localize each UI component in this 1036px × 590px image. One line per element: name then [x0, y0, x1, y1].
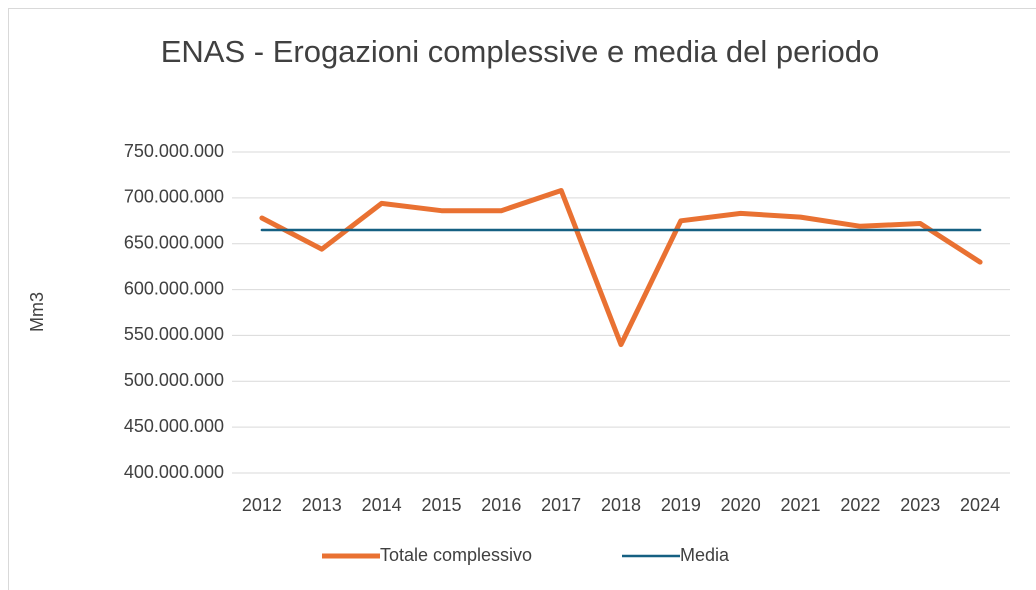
- y-tick-label: 400.000.000: [124, 462, 224, 482]
- x-tick-label: 2023: [900, 495, 940, 515]
- x-tick-label: 2018: [601, 495, 641, 515]
- y-tick-label: 550.000.000: [124, 324, 224, 344]
- x-tick-label: 2014: [362, 495, 402, 515]
- y-tick-label: 450.000.000: [124, 416, 224, 436]
- y-tick-label: 750.000.000: [124, 141, 224, 161]
- x-tick-label: 2017: [541, 495, 581, 515]
- y-tick-label: 500.000.000: [124, 370, 224, 390]
- x-tick-label: 2021: [781, 495, 821, 515]
- y-axis-label: Mm3: [27, 292, 47, 332]
- x-tick-label: 2016: [481, 495, 521, 515]
- chart-title: ENAS - Erogazioni complessive e media de…: [160, 34, 880, 69]
- x-tick-label: 2024: [960, 495, 1000, 515]
- legend-label: Totale complessivo: [380, 545, 532, 565]
- x-tick-label: 2019: [661, 495, 701, 515]
- x-tick-label: 2022: [840, 495, 880, 515]
- x-tick-label: 2015: [421, 495, 461, 515]
- chart-border: [8, 8, 1036, 590]
- line-series: [259, 188, 983, 348]
- x-tick-label: 2020: [721, 495, 761, 515]
- y-tick-label: 700.000.000: [124, 187, 224, 207]
- x-tick-label: 2012: [242, 495, 282, 515]
- y-tick-label: 650.000.000: [124, 232, 224, 252]
- y-tick-label: 600.000.000: [124, 278, 224, 298]
- x-tick-label: 2013: [302, 495, 342, 515]
- legend-label: Media: [680, 545, 730, 565]
